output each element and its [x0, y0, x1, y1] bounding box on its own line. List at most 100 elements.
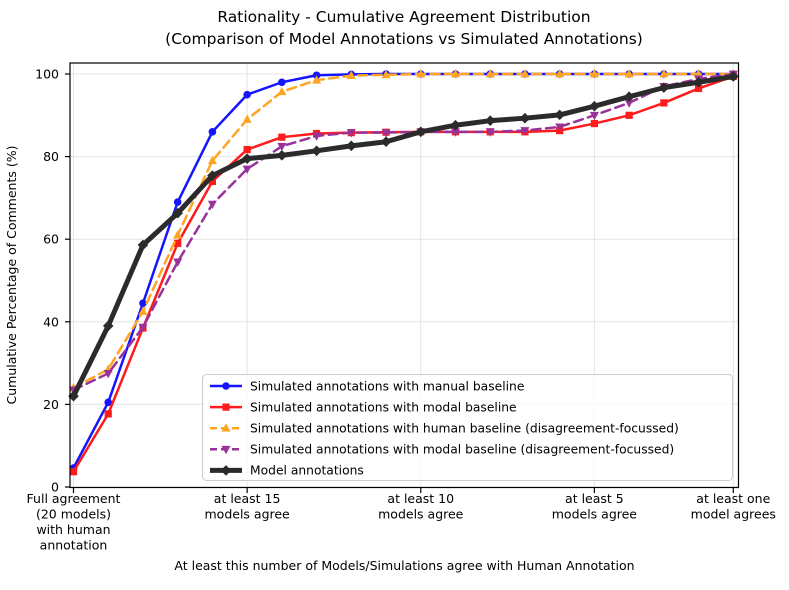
x-tick-label: at least 10: [387, 491, 454, 506]
data-point-marker: [208, 177, 217, 185]
y-tick-label: 100: [35, 67, 59, 82]
x-tick-label: models agree: [205, 507, 291, 522]
data-point-marker: [311, 145, 322, 157]
legend-marker: [221, 445, 231, 455]
data-point-marker: [276, 150, 288, 161]
series-line: [71, 73, 736, 399]
data-point-marker: [68, 390, 79, 402]
data-point-marker: [277, 142, 287, 152]
data-point-marker: [624, 69, 634, 78]
series-line: [72, 72, 735, 390]
y-tick-label: 40: [43, 314, 59, 329]
data-point-marker: [312, 71, 321, 80]
data-point-marker: [102, 320, 114, 332]
data-point-marker: [243, 145, 251, 154]
x-tick-label: Full agreement: [27, 491, 121, 506]
data-point-marker: [381, 129, 391, 138]
data-point-marker: [727, 71, 739, 82]
data-point-marker: [241, 153, 253, 164]
legend-label: Simulated annotations with manual baseli…: [250, 379, 524, 393]
data-point-marker: [137, 239, 149, 251]
data-point-marker: [589, 69, 599, 78]
data-point-marker: [242, 165, 252, 174]
data-point-marker: [694, 84, 703, 93]
legend-marker: [220, 465, 232, 476]
series-line: [72, 72, 735, 392]
data-point-marker: [659, 69, 669, 78]
data-point-marker: [242, 114, 252, 123]
data-point-marker: [380, 136, 392, 148]
legend-marker: [222, 382, 230, 390]
y-axis-label: Cumulative Percentage of Comments (%): [4, 146, 19, 405]
data-point-marker: [658, 82, 670, 93]
data-point-marker: [103, 370, 113, 379]
x-axis-label: At least this number of Models/Simulatio…: [174, 558, 634, 573]
data-point-marker: [590, 119, 598, 128]
data-point-marker: [173, 258, 183, 267]
data-point-marker: [624, 99, 634, 108]
x-tick-label: at least 15: [214, 491, 281, 506]
data-point-marker: [520, 127, 530, 136]
data-point-marker: [694, 69, 704, 78]
data-point-marker: [555, 123, 565, 132]
data-point-marker: [485, 128, 495, 137]
data-point-marker: [346, 70, 356, 80]
series-3: [69, 69, 738, 392]
data-point-marker: [138, 323, 148, 333]
y-tick-label: 80: [43, 149, 59, 164]
data-point-marker: [346, 140, 357, 152]
data-point-marker: [207, 170, 218, 181]
data-point-marker: [660, 99, 668, 107]
data-point-marker: [207, 200, 217, 209]
data-point-marker: [312, 75, 322, 84]
data-point-marker: [312, 132, 322, 141]
y-tick-label: 0: [51, 480, 59, 495]
legend-label: Simulated annotations with modal baselin…: [250, 443, 674, 457]
data-point-marker: [519, 112, 531, 124]
x-tick-label: model agrees: [691, 507, 776, 522]
data-point-marker: [520, 69, 530, 78]
data-point-marker: [554, 109, 565, 121]
data-point-marker: [415, 126, 427, 138]
data-point-marker: [243, 90, 251, 99]
legend-marker: [221, 423, 231, 432]
x-tick-label: with human: [36, 522, 110, 537]
legend-box: [202, 374, 733, 481]
x-tick-label: at least 5: [565, 491, 624, 506]
axes-frame: [69, 62, 740, 489]
data-point-marker: [589, 111, 599, 121]
data-point-marker: [555, 69, 565, 78]
data-point-marker: [104, 410, 112, 418]
series-5: [68, 71, 739, 402]
series-4: [69, 70, 738, 395]
x-tick-label: models agree: [552, 507, 638, 522]
x-tick-label: annotation: [40, 538, 108, 553]
x-tick-label: at least one: [696, 491, 770, 506]
x-tick-label: models agree: [378, 507, 464, 522]
data-point-marker: [484, 115, 496, 126]
data-point-marker: [450, 128, 460, 137]
data-point-marker: [139, 299, 147, 308]
data-point-marker: [172, 207, 183, 219]
data-point-marker: [416, 69, 426, 78]
data-point-marker: [589, 100, 600, 112]
data-point-marker: [69, 468, 78, 476]
data-point-marker: [625, 111, 633, 119]
x-tick-label: (20 models): [36, 507, 111, 522]
data-point-marker: [623, 91, 635, 103]
legend-label: Simulated annotations with human baselin…: [250, 422, 679, 436]
y-tick-label: 20: [43, 397, 59, 412]
data-point-marker: [381, 69, 391, 79]
data-point-marker: [450, 119, 461, 131]
data-point-marker: [693, 76, 704, 88]
data-point-marker: [278, 78, 286, 87]
data-point-marker: [450, 69, 460, 78]
data-point-marker: [173, 230, 183, 239]
data-point-marker: [278, 133, 286, 141]
data-point-marker: [207, 155, 217, 165]
chart-subtitle: (Comparison of Model Annotations vs Simu…: [165, 30, 643, 48]
data-point-marker: [208, 128, 217, 136]
data-point-marker: [104, 398, 113, 407]
